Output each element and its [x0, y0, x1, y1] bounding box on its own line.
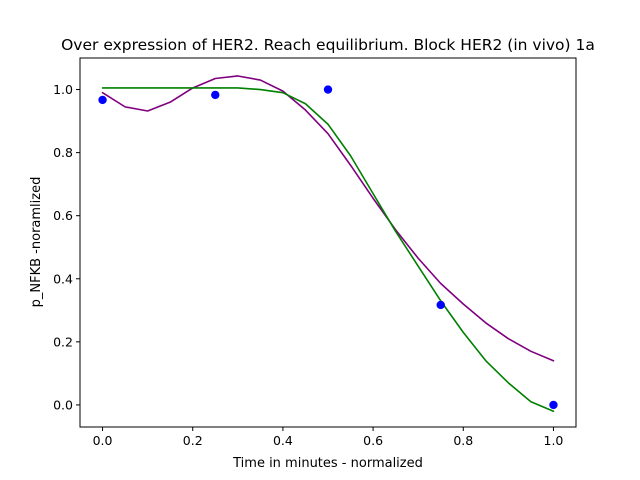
y-tick-label: 0.4: [53, 271, 73, 286]
x-axis-ticks: 0.0 0.2 0.4 0.6 0.8 1.0: [93, 427, 564, 448]
x-tick-label: 1.0: [544, 433, 564, 448]
y-tick-label: 0.6: [53, 208, 73, 223]
chart-title: Over expression of HER2. Reach equilibri…: [61, 36, 595, 54]
x-axis-title: Time in minutes - normalized: [232, 456, 423, 471]
data-point-0-0: [98, 95, 107, 105]
y-axis-title: p_NFKB -noramlized: [29, 177, 44, 308]
data-point-0-3: [436, 300, 445, 310]
x-tick-label: 0.4: [273, 433, 293, 448]
y-tick-label: 0.2: [53, 334, 73, 349]
series-line-1: [101, 75, 555, 362]
x-tick-label: 0.8: [453, 433, 473, 448]
x-tick-label: 0.6: [363, 433, 383, 448]
y-axis-ticks: 0.0 0.2 0.4 0.6 0.8 1.0: [53, 82, 80, 412]
data-point-0-4: [549, 400, 558, 410]
x-tick-label: 0.0: [93, 433, 113, 448]
y-tick-label: 0.0: [53, 397, 73, 412]
data-point-0-2: [323, 85, 333, 94]
series-line-2: [101, 87, 555, 413]
x-tick-label: 0.2: [183, 433, 203, 448]
plot-frame: [79, 57, 577, 428]
y-tick-label: 0.8: [53, 145, 73, 160]
plot-area: [98, 75, 558, 413]
y-tick-label: 1.0: [53, 82, 73, 97]
data-point-0-1: [211, 90, 220, 100]
